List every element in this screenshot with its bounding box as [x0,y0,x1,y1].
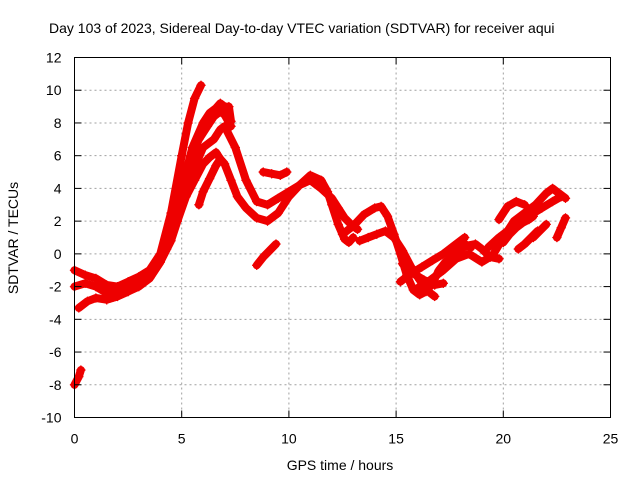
series-band [495,197,529,224]
y-tick-label: 0 [54,246,62,262]
series-band [102,148,362,304]
data-point-markers [552,213,571,243]
x-tick-label: 10 [281,431,297,447]
x-tick-label: 15 [388,431,404,447]
data-point-markers [444,239,504,264]
y-tick-label: 10 [46,82,62,98]
y-tick-label: -2 [49,279,62,295]
series-track-n [444,239,504,264]
data-point-markers [498,211,539,248]
y-tick-label: 2 [54,213,62,229]
y-tick-label: 12 [46,50,62,66]
plot-frame [74,57,611,418]
series-track-d [101,147,363,305]
axis-ticks [74,57,611,418]
series-track-o [494,196,530,225]
series-band [259,168,291,180]
data-point-markers [194,154,226,210]
series-track-f [194,154,226,210]
y-tick-label: -4 [49,311,62,327]
y-tick-label: -6 [49,344,62,360]
y-tick-label: 8 [54,115,62,131]
y-tick-label: 4 [54,180,62,196]
data-point-markers [494,196,530,225]
series-band [252,240,280,270]
series-track-h [258,167,292,181]
chart-title: Day 103 of 2023, Sidereal Day-to-day VTE… [49,20,555,36]
series-track-t [552,213,571,243]
y-tick-labels: -10 -8 -6 -4 -2 0 2 4 6 8 10 12 [41,50,61,426]
data-point-markers [258,167,292,181]
y-tick-label: -10 [41,410,61,426]
y-tick-label: -8 [49,377,62,393]
series-band [70,366,85,389]
series-track-u [69,365,86,390]
x-tick-label: 25 [603,431,619,447]
series-track-s [528,219,551,243]
series-track-e [161,106,236,254]
data-point-markers [251,239,281,271]
data-point-markers [528,219,551,243]
data-series [69,80,571,390]
series-track-g [251,239,281,271]
x-axis-label: GPS time / hours [287,457,394,473]
data-point-markers [395,232,470,287]
series-track-l [395,232,470,287]
series-track-q [498,211,539,248]
y-tick-label: 6 [54,148,62,164]
x-tick-labels: 0 5 10 15 20 25 [71,431,619,447]
x-tick-label: 20 [496,431,512,447]
data-point-markers [161,106,236,254]
x-tick-label: 5 [178,431,186,447]
series-track-m [412,183,571,293]
x-tick-label: 0 [71,431,79,447]
y-axis-label: SDTVAR / TECUs [5,182,21,294]
